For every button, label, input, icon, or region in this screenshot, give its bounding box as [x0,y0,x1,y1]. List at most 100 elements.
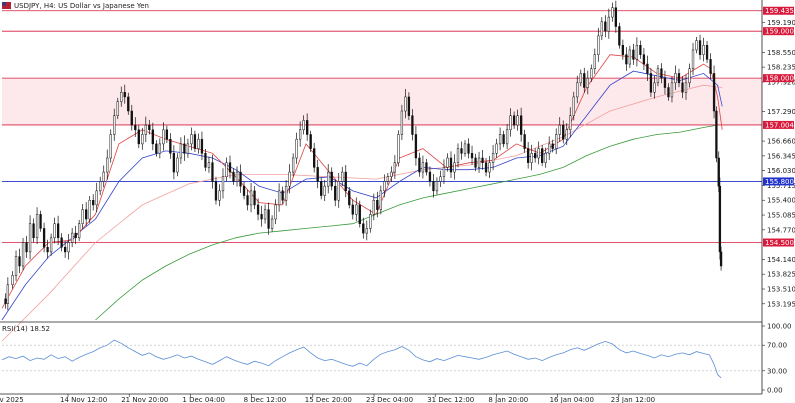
candle-body [232,171,235,182]
rsi-tick-label: 100.00 [767,323,792,331]
price-tick-label: 153.825 [767,271,795,279]
candle-body [151,129,154,145]
candle-body [351,204,354,215]
candle-body [179,143,183,159]
candle-body [260,214,263,220]
candle-body [572,96,575,116]
candle-body [715,110,718,159]
candle-body [165,129,169,140]
candle-body [505,129,509,145]
candle-body [313,148,316,168]
grid [2,344,762,372]
candle-body [148,124,151,131]
candle-body [576,82,579,98]
time-tick-label: 31 Dec 12:00 [427,396,474,403]
candle-body [477,157,481,168]
candle-body [435,181,439,192]
price-tick-label: 154.770 [767,226,795,234]
candle-body [270,218,274,229]
price-tick-label: 153.510 [767,286,795,294]
candle-body [144,124,147,135]
candle-body [309,134,312,149]
level-label-bg [763,27,794,36]
candle-body [71,232,74,243]
candle-body [590,68,593,79]
candle-body [470,153,474,159]
candle-body [344,171,347,192]
candle-body [246,195,249,206]
price-axis-ticks: 159.190 158.550 158.235 157.920 157.290 156.6… [762,19,795,308]
candle-body [42,228,46,248]
candle-body [102,171,105,182]
candle-body [56,223,60,239]
resistance-zone [2,78,762,125]
level-label-bg [763,74,794,83]
level-label: 159.000 [765,28,794,36]
flag-icon [2,2,11,9]
candle-body [579,73,582,84]
time-tick-label: 23 Dec 04:00 [366,396,413,403]
candle-body [253,190,256,206]
time-tick-label: 8 Jan 20:00 [488,396,528,403]
time-tick-label: 15 Dec 20:00 [305,396,352,403]
candle-body [534,153,537,159]
candle-body [537,148,540,159]
candle-body [442,167,446,178]
candle-body [49,237,53,253]
price-tick-label: 153.195 [767,300,795,308]
price-tick-label: 155.085 [767,212,795,220]
candle-body [200,138,204,154]
candle-body [291,157,295,173]
candle-body [176,157,179,173]
candle-body [63,246,67,253]
candle-body [512,115,516,126]
candle-body [169,138,172,154]
candle-body [516,115,519,126]
candle-body [593,54,596,69]
level-label-bg [763,177,794,186]
candle-body [14,256,18,276]
candle-body [379,190,382,210]
candle-body [621,45,625,55]
candle-body [78,223,81,239]
candle-body [327,171,330,187]
candle-body [299,129,302,140]
price-tick-label: 156.660 [767,138,795,146]
candle-body [467,143,470,154]
candle-body [172,153,176,173]
candle-body [204,153,207,168]
candle-body [11,275,14,286]
candle-body [519,115,523,135]
candle-body [186,143,190,154]
candle-body [677,73,681,84]
candles [4,0,723,311]
candle-body [109,134,112,159]
candle-body [502,134,505,145]
candle-body [404,96,407,112]
candle-body [376,199,379,210]
candle-body [414,134,418,159]
horizontal-levels[interactable] [2,10,762,243]
candle-body [211,162,214,182]
time-tick-label: 16 Jan 04:00 [550,396,594,403]
candle-body [221,176,225,192]
candle-body [372,199,375,215]
candle-body [81,209,84,224]
candle-body [632,49,635,60]
candle-body [418,157,421,173]
candle-body [607,16,610,32]
candle-body [113,115,116,135]
candle-body [428,171,432,182]
candle-body [288,171,291,187]
candle-body [162,129,165,145]
candle-body [488,162,491,173]
candle-body [302,120,305,131]
candle-body [281,190,284,201]
ma-fast-line [1,54,723,309]
candle-body [369,214,372,229]
candle-body [263,209,267,220]
candle-body [85,209,88,220]
price-tick-label: 156.345 [767,152,795,160]
